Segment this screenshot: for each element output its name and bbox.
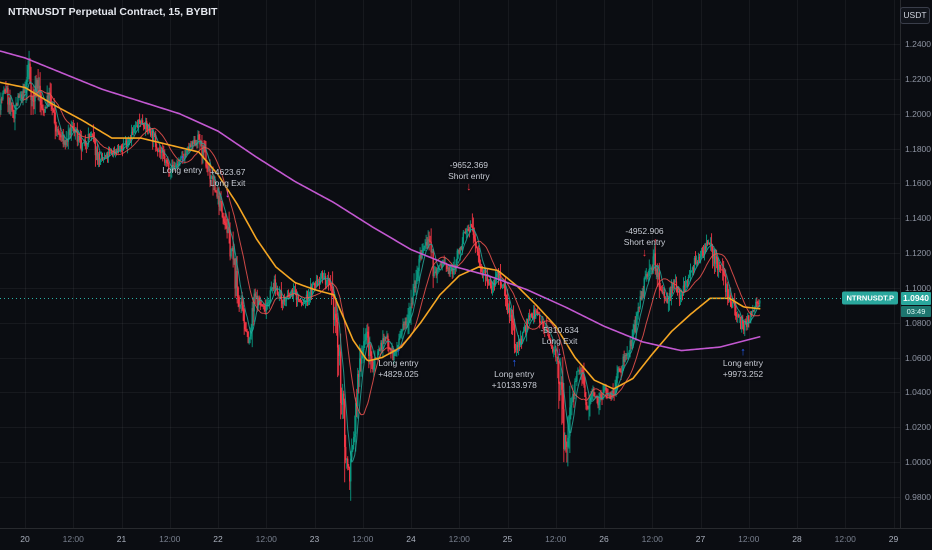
time-axis-label: 27	[695, 534, 706, 544]
trade-annotation-line: Short entry	[623, 236, 666, 247]
time-axis-label: 12:00	[834, 534, 856, 544]
time-axis-label: 12:00	[641, 534, 663, 544]
trade-annotation[interactable]: +4623.67 Long Exit ↓	[210, 167, 246, 200]
trade-annotation-line: -4952.906	[625, 225, 664, 236]
trade-annotation[interactable]: -5310.634 Long Exit ↓	[540, 325, 578, 358]
trade-annotation[interactable]: ↑ Long entry +9973.252	[723, 347, 763, 380]
trade-annotation-line: +9973.252	[722, 369, 764, 380]
trade-arrow-up-icon: ↑	[511, 356, 518, 369]
trade-annotation[interactable]: ↑ Long entry +10133.978	[491, 356, 537, 391]
price-axis-label: 1.2400	[905, 39, 931, 49]
trade-annotation[interactable]: ↑ Long entry +4829.025	[378, 347, 418, 380]
time-axis-label: 12:00	[545, 534, 567, 544]
trade-annotation-line: Long Exit	[541, 336, 578, 347]
price-axis-label: 1.1000	[905, 282, 931, 293]
trade-annotation-line: Long entry	[494, 368, 535, 379]
trade-annotation[interactable]: -4952.906 Short entry ↓	[624, 226, 666, 259]
trade-annotation-line: Long entry	[722, 358, 764, 369]
time-axis-label: 24	[406, 534, 416, 544]
time-axis-label: 12:00	[62, 534, 84, 544]
trade-annotation-line: Long entry	[162, 164, 203, 175]
price-axis-label: 1.1600	[905, 178, 931, 189]
trade-annotation-line: +4829.025	[378, 369, 419, 380]
trade-annotation-line: +4623.67	[209, 166, 246, 177]
price-axis-label: 1.0400	[905, 387, 931, 398]
price-axis-label: 1.0000	[905, 457, 931, 468]
trade-annotation-line: Long Exit	[209, 177, 246, 188]
time-axis-label: 22	[213, 534, 223, 544]
time-axis-label: 12:00	[352, 534, 374, 544]
price-axis[interactable]: 1.2400 1.2200 1.2000 1.1800 1.1600 1.1400 1.12…	[900, 0, 932, 528]
currency-toggle-button[interactable]: USDT	[900, 7, 930, 24]
trade-arrow-down-icon: ↓	[224, 187, 231, 200]
symbol-price-tag: NTRNUSDT.P	[842, 291, 898, 305]
time-axis-label: 12:00	[255, 534, 277, 544]
price-axis-label: 1.1200	[905, 248, 931, 259]
price-axis-label: 1.0600	[905, 352, 931, 363]
trade-annotation-line: Short entry	[448, 170, 490, 181]
trade-arrow-down-icon: ↓	[556, 346, 563, 359]
price-axis-label: 0.9800	[905, 491, 931, 502]
trade-annotation-line: -9652.369	[449, 159, 489, 170]
trade-annotation-line: +10133.978	[491, 379, 537, 390]
chart-legend[interactable]: NTRNUSDT Perpetual Contract, 15, BYBIT	[8, 6, 218, 18]
trade-arrow-up-icon: ↑	[179, 152, 186, 165]
time-axis-label: 21	[116, 534, 127, 544]
time-axis-label: 23	[309, 534, 320, 544]
trade-annotation-line: -5310.634	[540, 325, 579, 336]
time-axis-label: 12:00	[738, 534, 760, 544]
price-axis-label: 1.2000	[905, 108, 931, 119]
trade-annotation-line: Long entry	[378, 358, 419, 369]
time-axis-label: 29	[888, 534, 899, 544]
price-axis-label: 1.1800	[905, 143, 931, 154]
trade-arrow-down-icon: ↓	[466, 180, 472, 193]
time-axis-label: 12:00	[159, 534, 181, 544]
price-axis-label: 1.0200	[905, 422, 931, 433]
trade-annotation[interactable]: -9652.369 Short entry ↓	[448, 160, 490, 193]
time-axis-label: 12:00	[448, 534, 470, 544]
price-axis-label: 1.2200	[905, 73, 931, 84]
trade-annotations-layer: ↑ Long entry +4623.67 Long Exit ↓ ↑ Long entry…	[162, 152, 763, 391]
trade-arrow-up-icon: ↑	[740, 346, 746, 359]
time-axis[interactable]: 20 12:00 21 12:00 22 12:00 23 12:00 24 12:00 25 12:…	[0, 528, 932, 550]
price-axis-label: 1.1400	[905, 213, 931, 224]
trade-arrow-down-icon: ↓	[641, 246, 648, 259]
last-price-badge: 1.0940	[901, 291, 931, 305]
trade-annotation[interactable]: ↑ Long entry	[162, 152, 203, 176]
time-axis-label: 25	[502, 534, 513, 544]
price-axis-label: 1.0800	[905, 317, 931, 328]
bar-countdown-badge: 03:49	[901, 305, 931, 317]
time-axis-label: 26	[599, 534, 609, 544]
trade-arrow-up-icon: ↑	[395, 346, 402, 359]
time-axis-label: 28	[792, 534, 802, 544]
time-axis-label: 20	[20, 534, 30, 544]
